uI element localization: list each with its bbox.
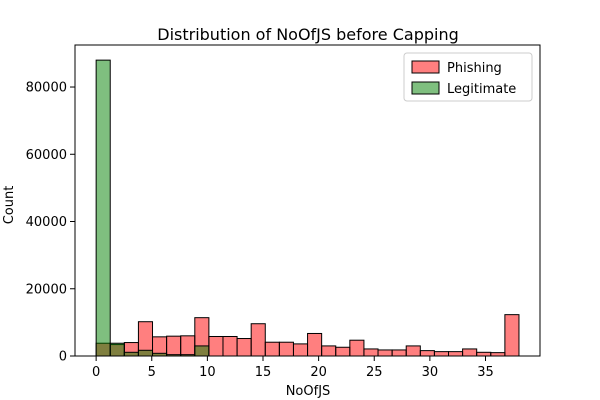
phishing-bar <box>433 351 450 357</box>
legitimate-bar <box>123 351 139 357</box>
phishing-bar <box>448 351 464 357</box>
legend-label-legitimate: Legitimate <box>447 82 516 97</box>
bars-layer <box>95 59 520 357</box>
y-tick-label: 40000 <box>26 215 67 230</box>
phishing-bar <box>349 339 365 357</box>
y-tick-label: 20000 <box>26 282 67 297</box>
x-tick-label: 5 <box>148 365 156 380</box>
phishing-bar <box>278 341 294 357</box>
x-tick-label: 0 <box>92 365 100 380</box>
phishing-bar <box>250 323 266 357</box>
x-axis-label: NoOfJS <box>286 384 331 399</box>
y-tick-label: 60000 <box>26 148 67 163</box>
phishing-bar <box>462 348 478 357</box>
phishing-bar <box>208 335 224 357</box>
x-tick-label: 15 <box>255 365 272 380</box>
phishing-bar <box>321 345 337 357</box>
x-tick-label: 25 <box>366 365 383 380</box>
legitimate-bar <box>109 342 125 357</box>
legend: Phishing Legitimate <box>403 52 533 102</box>
x-tick-label: 10 <box>199 365 216 380</box>
phishing-bar <box>222 335 238 357</box>
x-tick-label: 30 <box>422 365 439 380</box>
x-tick-label: 20 <box>310 365 327 380</box>
phishing-bar <box>236 338 252 357</box>
phishing-bar <box>377 349 393 357</box>
phishing-bar <box>504 314 520 357</box>
phishing-bar <box>476 351 492 357</box>
phishing-bar <box>166 335 182 357</box>
phishing-bar <box>180 335 196 357</box>
plot-frame <box>74 44 541 357</box>
legend-label-phishing: Phishing <box>447 61 502 76</box>
legend-swatch-phishing <box>411 60 440 74</box>
y-axis-label: Count <box>2 186 17 225</box>
legitimate-bar <box>137 349 154 357</box>
phishing-bar <box>363 348 379 357</box>
axes-layer: 0 5 10 15 20 25 30 35 0 20000 40000 60000 80000 <box>26 44 541 380</box>
phishing-bar <box>419 350 435 357</box>
x-tick-label: 35 <box>477 365 494 380</box>
phishing-bar <box>264 341 280 357</box>
phishing-bar <box>391 349 407 357</box>
phishing-bar <box>405 345 421 357</box>
legitimate-bar <box>194 345 210 357</box>
chart-title: Distribution of NoOfJS before Capping <box>157 25 459 44</box>
phishing-bar <box>292 343 309 357</box>
legitimate-bar <box>95 59 111 357</box>
legend-swatch-legitimate <box>411 81 440 95</box>
y-tick-label: 0 <box>59 350 67 365</box>
y-tick-label: 80000 <box>26 81 67 96</box>
phishing-bar <box>307 332 323 357</box>
phishing-bar <box>335 346 351 357</box>
phishing-bar <box>490 352 506 357</box>
